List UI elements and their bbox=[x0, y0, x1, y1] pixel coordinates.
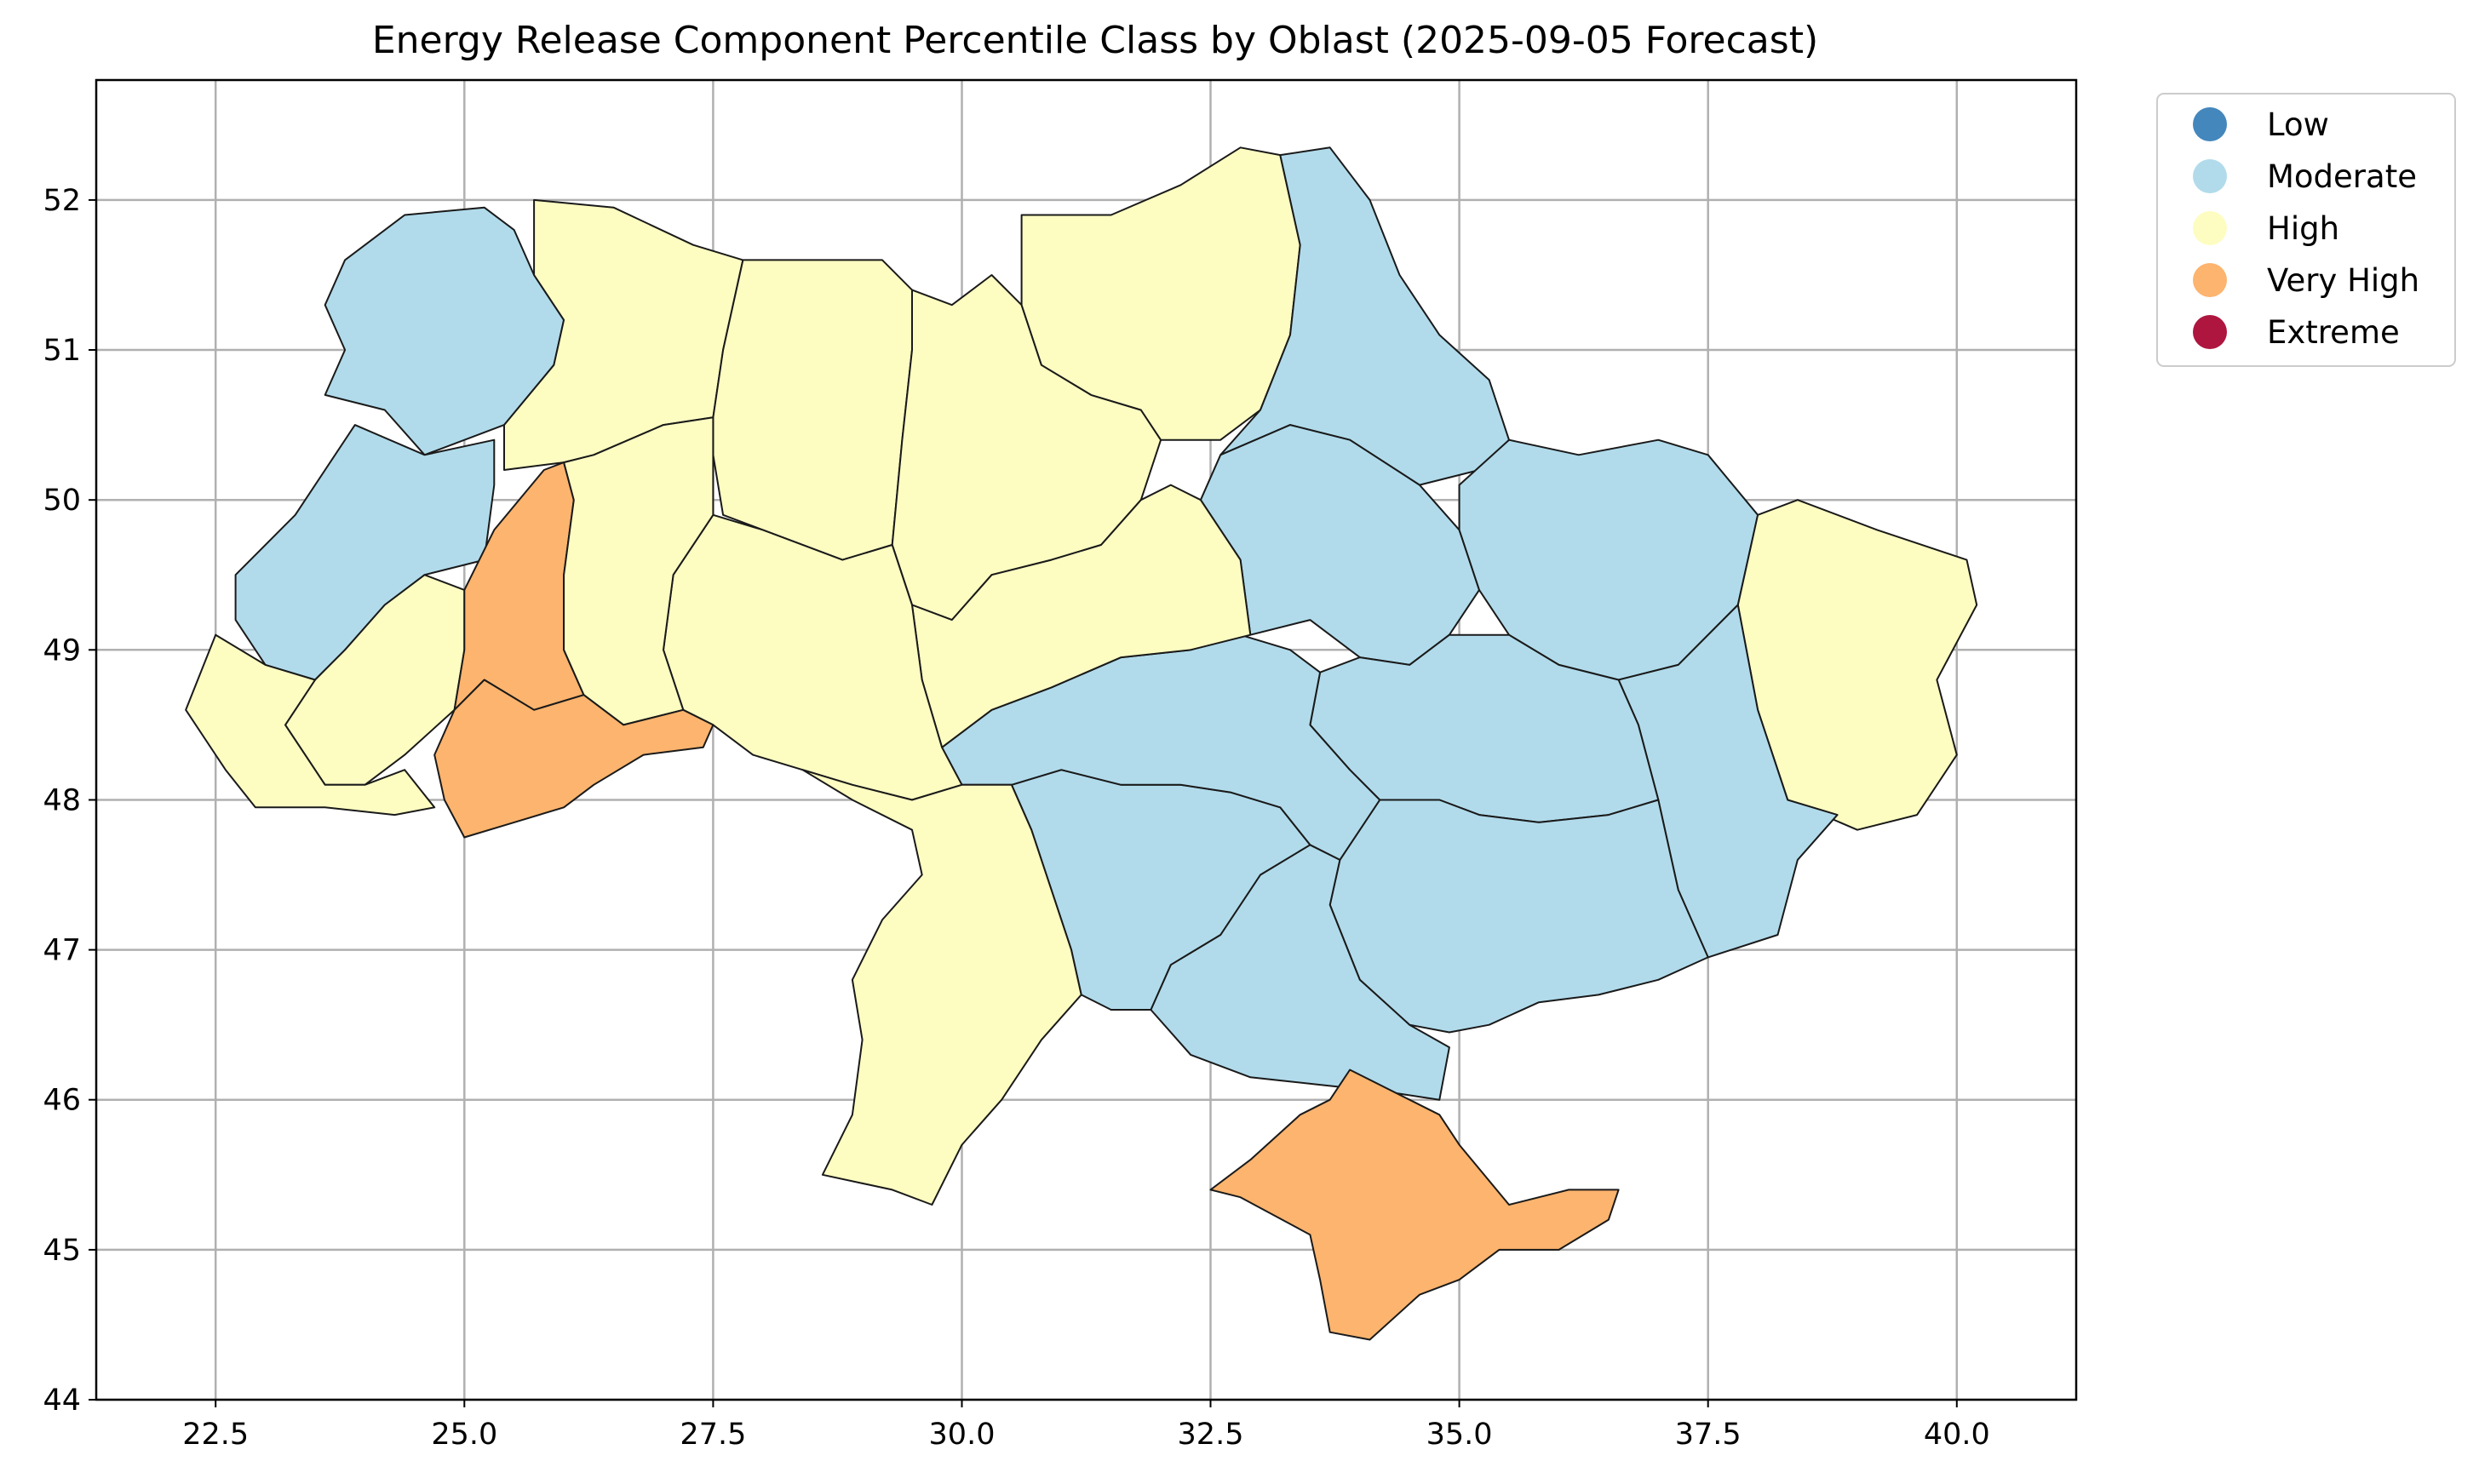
oblast-region-very-high bbox=[1209, 1069, 1620, 1341]
x-tick-label: 22.5 bbox=[182, 1418, 249, 1452]
y-tick-label: 47 bbox=[43, 934, 81, 968]
chart-title: Energy Release Component Percentile Clas… bbox=[372, 19, 1818, 62]
x-tick-label: 37.5 bbox=[1675, 1418, 1742, 1452]
y-tick-label: 45 bbox=[43, 1234, 81, 1268]
oblast-region-high bbox=[712, 259, 913, 561]
legend-marker-moderate bbox=[2193, 159, 2227, 193]
legend-box bbox=[2156, 93, 2456, 367]
oblast-region-high bbox=[911, 484, 1252, 748]
oblast-region-high bbox=[801, 769, 1082, 1206]
oblast-region-moderate bbox=[1328, 799, 1709, 1034]
legend-label-very-high: Very High bbox=[2267, 262, 2419, 299]
x-tick-label: 35.0 bbox=[1426, 1418, 1493, 1452]
y-tick-label: 49 bbox=[43, 633, 81, 668]
y-tick-label: 44 bbox=[43, 1384, 81, 1418]
y-tick-label: 52 bbox=[43, 184, 81, 218]
y-tick-label: 50 bbox=[43, 484, 81, 518]
legend-label-moderate: Moderate bbox=[2267, 158, 2417, 195]
oblast-region-very-high bbox=[433, 679, 714, 839]
oblast-region-high bbox=[185, 633, 436, 816]
legend-marker-extreme bbox=[2193, 315, 2227, 349]
oblast-regions bbox=[185, 146, 1978, 1341]
y-tick-label: 48 bbox=[43, 784, 81, 818]
x-tick-label: 27.5 bbox=[680, 1418, 746, 1452]
x-tick-label: 25.0 bbox=[431, 1418, 497, 1452]
legend-items: Low Moderate High Very High Extreme bbox=[2193, 106, 2419, 351]
legend-marker-high bbox=[2193, 211, 2227, 245]
oblast-region-high bbox=[563, 416, 714, 726]
x-tick-label: 40.0 bbox=[1924, 1418, 1990, 1452]
legend-marker-low bbox=[2193, 107, 2227, 141]
y-tick-label: 51 bbox=[43, 334, 81, 368]
x-tick-label: 32.5 bbox=[1178, 1418, 1244, 1452]
axis-ticks: 22.5 25.0 27.5 30.0 32.5 35.0 37.5 40.0 44 45 46 47… bbox=[43, 184, 1989, 1452]
legend-label-high: High bbox=[2267, 210, 2339, 247]
y-tick-label: 46 bbox=[43, 1084, 81, 1118]
legend: Low Moderate High Very High Extreme bbox=[2156, 93, 2456, 367]
legend-label-extreme: Extreme bbox=[2267, 314, 2400, 351]
legend-marker-very-high bbox=[2193, 263, 2227, 297]
oblast-region-moderate bbox=[1219, 146, 1510, 486]
legend-label-low: Low bbox=[2267, 106, 2329, 143]
x-tick-label: 30.0 bbox=[929, 1418, 996, 1452]
plot-frame bbox=[95, 78, 2078, 1401]
